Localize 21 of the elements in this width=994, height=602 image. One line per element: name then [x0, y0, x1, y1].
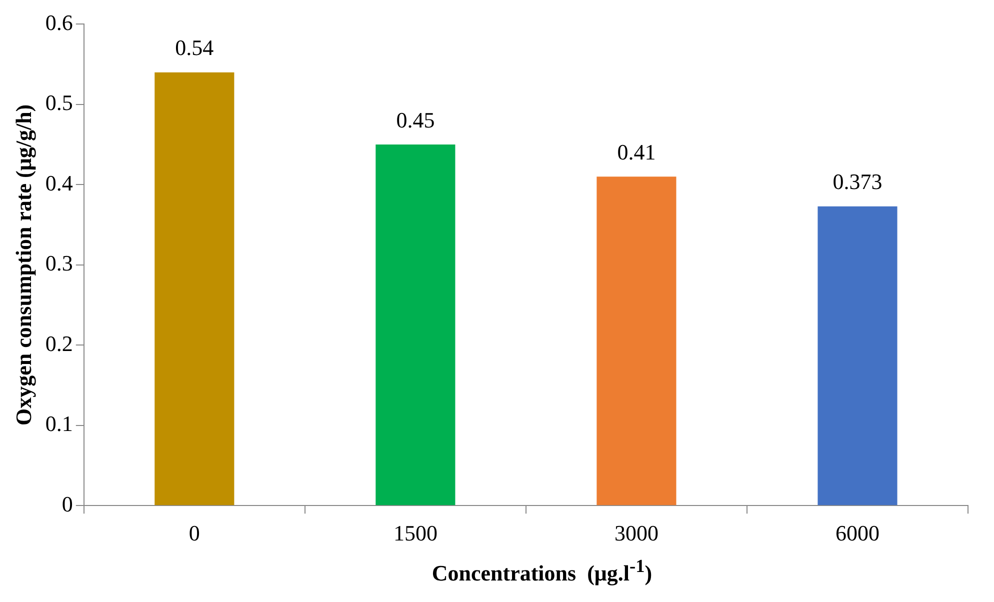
y-tick-label: 0.1 — [45, 411, 73, 436]
y-tick-label: 0 — [62, 491, 73, 516]
bar — [376, 144, 456, 506]
x-tick-label: 1500 — [393, 520, 438, 546]
data-label: 0.41 — [617, 139, 656, 164]
data-label: 0.373 — [832, 169, 882, 194]
x-tick-label: 6000 — [835, 520, 880, 546]
x-tick-label: 3000 — [614, 520, 658, 546]
x-tick-label: 0 — [188, 520, 200, 546]
y-tick-label: 0.3 — [45, 250, 73, 276]
x-axis-title: Concentrations (μg.l$^{-1}$) — [430, 556, 654, 586]
y-tick-label: 0.5 — [45, 90, 73, 116]
bar — [596, 176, 676, 506]
y-tick-label: 0.6 — [45, 10, 73, 35]
bar — [154, 72, 234, 506]
y-tick-label: 0.4 — [45, 170, 73, 196]
y-tick-label: 0.2 — [45, 330, 73, 356]
y-axis-title: Oxygen consumption rate (μg/g/h) — [10, 104, 36, 426]
data-label: 0.54 — [175, 35, 214, 60]
data-label: 0.45 — [396, 107, 435, 132]
bar — [818, 206, 898, 506]
